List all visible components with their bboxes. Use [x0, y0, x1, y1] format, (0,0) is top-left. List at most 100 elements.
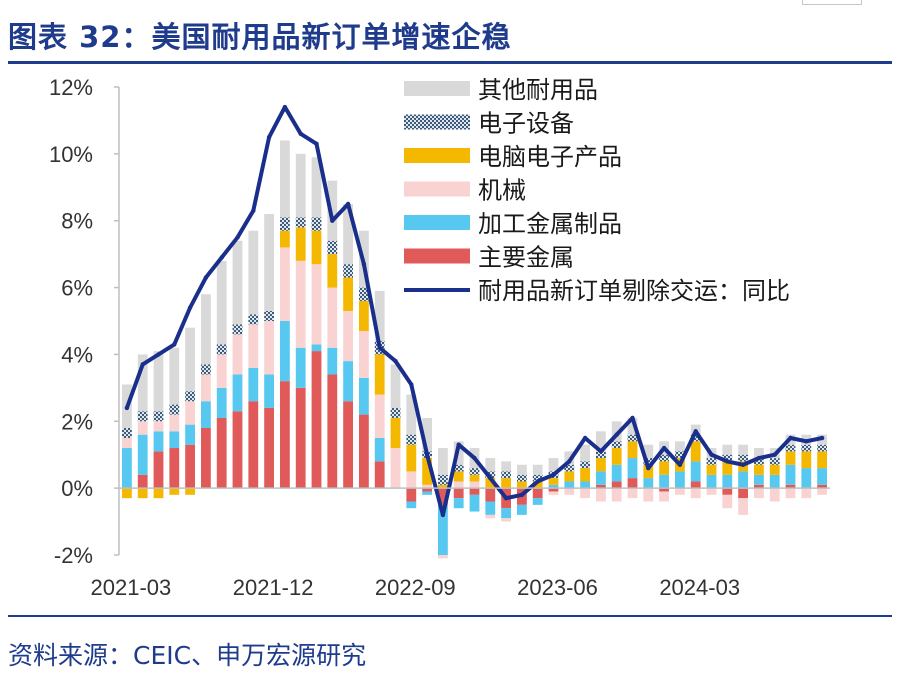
- bar-segment-s5-10: [280, 140, 290, 218]
- bar-segment-s3-11: [295, 227, 306, 261]
- bar-segment-s4-11: [295, 217, 306, 228]
- bar-segment-s1-29: [580, 481, 590, 489]
- bar-segment-s0-36: [690, 481, 701, 489]
- bar-segment-s4-8: [248, 314, 259, 325]
- title-rule: [8, 61, 892, 64]
- line-point-39: [740, 462, 746, 467]
- bar-segment-s1-25: [517, 504, 527, 515]
- bar-segment-s2-23: [485, 514, 496, 519]
- bar-segment-s3-12: [311, 230, 322, 265]
- legend-swatch: [404, 181, 470, 197]
- bar-segment-s3-22: [469, 474, 480, 482]
- y-tick-label: 12%: [49, 75, 93, 100]
- bar-segment-s3-21: [453, 471, 464, 482]
- bar-segment-s1-5: [201, 401, 211, 428]
- bar-segment-s1-37: [706, 474, 717, 489]
- bar-segment-s1-14: [343, 361, 353, 402]
- bar-segment-s2-9: [264, 321, 274, 375]
- line-point-20: [440, 512, 446, 518]
- bar-segment-s4-29: [580, 461, 590, 469]
- bar-segment-s1-40: [754, 474, 764, 485]
- bar-segment-s1-16: [374, 438, 385, 462]
- bar-segment-s3-20: [438, 484, 448, 489]
- bar-segment-s2-35: [675, 488, 685, 495]
- bar-segment-s2-40: [754, 488, 764, 499]
- line-point-16: [377, 345, 382, 350]
- bar-segment-s5-19: [422, 417, 432, 452]
- line-point-30: [598, 449, 604, 454]
- bar-segment-s1-0: [122, 448, 132, 489]
- bar-segment-s0-4: [185, 444, 195, 489]
- line-point-38: [725, 459, 730, 464]
- bar-segment-s0-42: [785, 484, 796, 489]
- bar-segment-s3-3: [169, 488, 180, 495]
- bar-segment-s1-6: [216, 387, 227, 418]
- bar-segment-s2-24: [501, 518, 511, 522]
- y-tick-label: 2%: [61, 409, 93, 434]
- bar-segment-s1-32: [627, 458, 638, 479]
- bar-segment-s0-32: [627, 478, 638, 489]
- line-point-31: [614, 432, 619, 437]
- bar-segment-s4-38: [722, 454, 733, 462]
- bar-segment-s1-2: [153, 431, 164, 452]
- bar-segment-s3-1: [137, 488, 148, 499]
- axes-layer: -2% 0% 2% 4% 6% 8% 10% 12% 2021-03 2021-12 2022-09…: [49, 75, 830, 600]
- bar-segment-s1-20: [438, 504, 448, 555]
- bar-segment-s1-38: [722, 474, 733, 489]
- line-layer: [124, 104, 825, 518]
- bar-segment-s0-13: [327, 374, 338, 489]
- bar-segment-s5-20: [438, 448, 448, 475]
- bar-segment-s4-35: [675, 451, 685, 459]
- bar-segment-s2-7: [232, 334, 243, 375]
- line-point-29: [582, 435, 588, 441]
- bar-segment-s0-34: [659, 488, 669, 492]
- bar-segment-s4-33: [643, 458, 654, 465]
- figure-title: 图表 32：美国耐用品新订单增速企稳: [8, 20, 512, 54]
- line-point-37: [709, 452, 714, 457]
- bar-segment-s4-30: [596, 451, 606, 459]
- legend-swatch: [404, 114, 470, 130]
- bar-segment-s0-23: [485, 488, 496, 502]
- line-point-4: [187, 305, 193, 310]
- legend-swatch: [404, 248, 470, 264]
- bar-segment-s2-8: [248, 324, 259, 368]
- bar-segment-s1-8: [248, 367, 259, 402]
- bar-segment-s2-34: [659, 491, 669, 502]
- bar-segment-s5-2: [153, 351, 164, 412]
- bar-segment-s4-36: [690, 434, 701, 442]
- bar-segment-s5-32: [627, 417, 638, 435]
- line-point-42: [788, 435, 793, 441]
- bar-segment-s4-10: [280, 217, 290, 231]
- bar-segment-s0-3: [169, 448, 180, 489]
- bar-segment-s4-2: [153, 411, 164, 422]
- bar-segment-s3-24: [501, 478, 511, 489]
- bar-segment-s0-1: [137, 474, 148, 489]
- bar-segment-s3-44: [817, 451, 827, 469]
- line-point-8: [251, 208, 256, 213]
- y-tick-label: 10%: [49, 142, 93, 167]
- line-point-34: [661, 445, 667, 451]
- line-point-1: [140, 362, 145, 367]
- bar-segment-s4-1: [137, 411, 148, 422]
- line-point-0: [124, 405, 130, 411]
- bar-segment-s4-25: [517, 474, 527, 482]
- bar-segment-s3-2: [153, 488, 164, 499]
- bar-segment-s1-18: [406, 501, 417, 509]
- bar-segment-s4-23: [485, 471, 496, 479]
- bar-segment-s0-22: [469, 488, 480, 495]
- bar-segment-s4-28: [564, 464, 575, 472]
- bar-segment-s5-23: [485, 458, 496, 472]
- bar-segment-s3-29: [580, 468, 590, 482]
- line-point-43: [804, 439, 809, 444]
- bar-segment-s2-32: [627, 488, 638, 499]
- bar-segment-s0-16: [374, 461, 385, 489]
- bar-segment-s4-5: [201, 364, 211, 375]
- bar-segment-s1-3: [169, 431, 180, 449]
- bar-segment-s4-22: [469, 468, 480, 475]
- bar-segment-s0-38: [722, 488, 733, 495]
- bar-segment-s4-39: [738, 454, 748, 462]
- bar-segment-s2-0: [122, 438, 132, 449]
- line-point-17: [393, 358, 398, 364]
- bar-segment-s2-36: [690, 488, 701, 499]
